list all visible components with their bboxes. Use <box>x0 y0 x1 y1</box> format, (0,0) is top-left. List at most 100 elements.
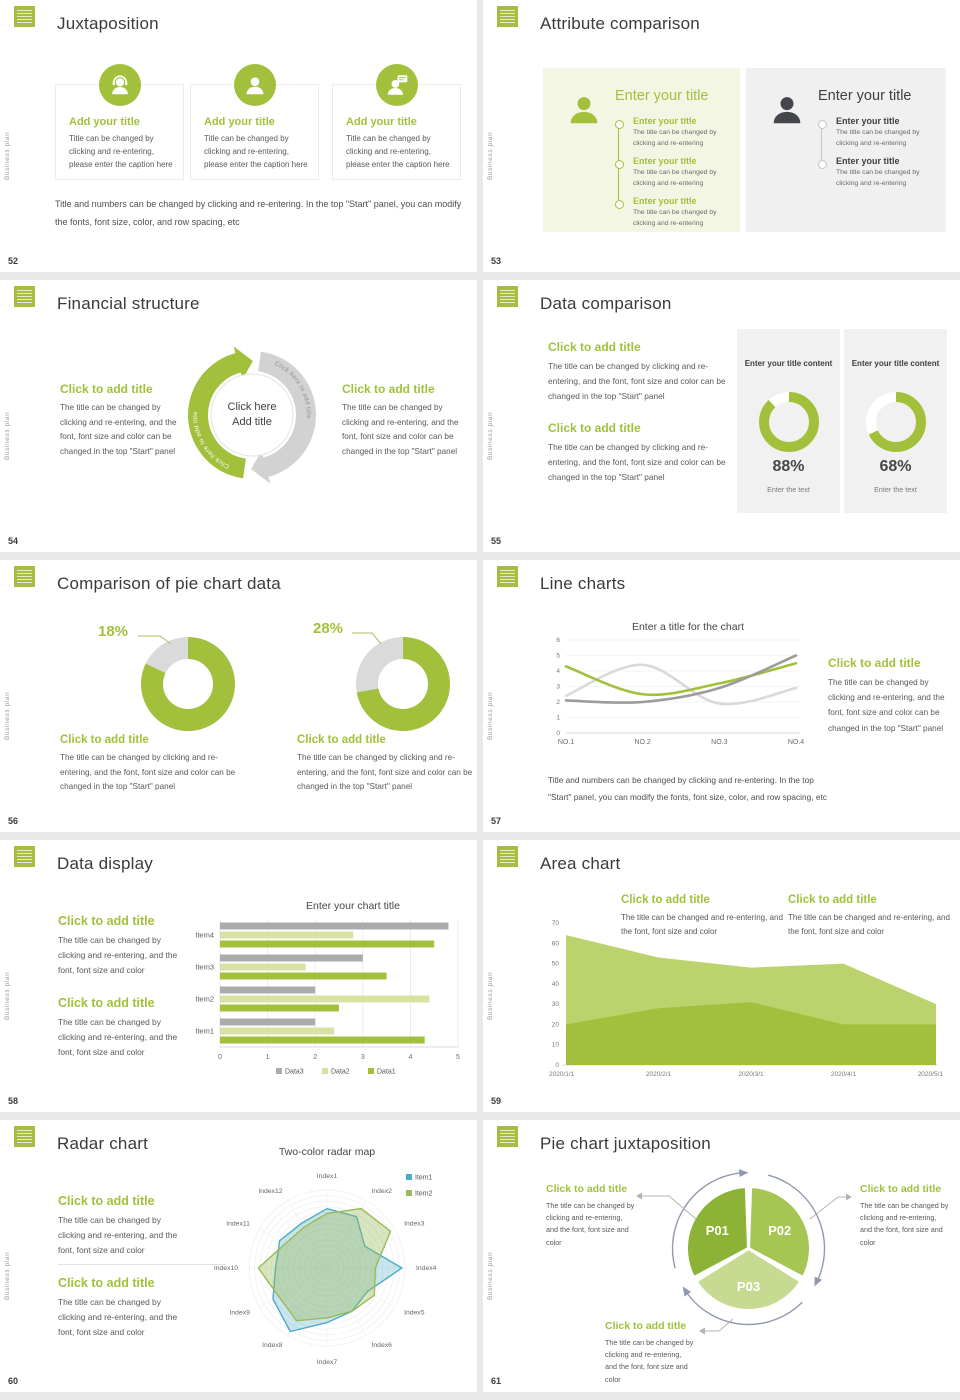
item-caption: The title can be changed by clicking and… <box>633 129 717 147</box>
page-number: 55 <box>491 536 502 546</box>
stat-caption: Enter the text <box>874 485 917 494</box>
brand-logo <box>497 566 518 587</box>
block-title: Click to add title <box>58 1194 155 1208</box>
block-caption: The title can be changed by clicking and… <box>58 1215 178 1255</box>
brand-logo <box>497 6 518 27</box>
slide-thumbnail-54[interactable]: Business plan Financial structure Click … <box>0 280 477 552</box>
text-block: Click to add title The title can be chan… <box>828 656 952 736</box>
slide-title: Juxtaposition <box>57 14 159 33</box>
block-caption: The title can be changed and re-entering… <box>788 913 950 937</box>
svg-text:P01: P01 <box>706 1223 729 1238</box>
vertical-brand-text: Business plan <box>487 1251 494 1300</box>
timeline-line <box>821 124 822 160</box>
svg-text:1: 1 <box>266 1054 270 1061</box>
feature-card: Add your title Title can be changed by c… <box>55 64 184 180</box>
slide-thumbnail-52[interactable]: Business plan Juxtaposition Add your tit… <box>0 0 477 272</box>
slide-title: Financial structure <box>57 294 200 313</box>
vertical-brand-text: Business plan <box>4 971 11 1020</box>
slide-title: Area chart <box>540 854 621 873</box>
svg-text:Item1: Item1 <box>195 1027 214 1036</box>
block-title: Click to add title <box>297 734 386 746</box>
vertical-brand-text: Business plan <box>487 971 494 1020</box>
text-block: Click to add title The title can be chan… <box>788 894 956 939</box>
svg-text:0: 0 <box>556 730 560 737</box>
svg-text:10: 10 <box>552 1042 560 1049</box>
svg-text:Item3: Item3 <box>195 963 214 972</box>
block-caption: The title can be changed by clicking and… <box>548 361 726 401</box>
card-caption: Title can be changed by clicking and re-… <box>69 134 173 170</box>
svg-text:2020/5/1: 2020/5/1 <box>918 1071 944 1078</box>
svg-text:Index10: Index10 <box>214 1265 238 1272</box>
slide-paragraph: Title and numbers can be changed by clic… <box>548 775 827 802</box>
block-caption: The title can be changed and re-entering… <box>621 913 783 937</box>
item-caption: The title can be changed by clicking and… <box>836 129 920 147</box>
timeline-bullet <box>615 200 624 209</box>
comparison-panel-right: Enter your title Enter your title The ti… <box>746 68 946 232</box>
cycle-arrow-diagram: Click here to add title Click here to add… <box>167 330 337 500</box>
svg-text:NO.2: NO.2 <box>634 739 650 746</box>
brand-logo <box>497 846 518 867</box>
cycle-center-line1: Click here <box>227 401 277 413</box>
slide-title: Data display <box>57 854 153 873</box>
line-chart: Enter a title for the chart 0 1 2 3 4 5 6 NO.1 NO… <box>538 616 828 754</box>
block-caption: The title can be changed by clicking and… <box>860 1201 949 1247</box>
svg-text:Index11: Index11 <box>226 1221 250 1228</box>
svg-text:Two-color radar map: Two-color radar map <box>279 1146 375 1158</box>
text-block: Click to add title The title can be chan… <box>60 382 186 459</box>
item-title: Enter your title <box>633 156 697 166</box>
svg-text:Index2: Index2 <box>372 1188 393 1195</box>
page-number: 61 <box>491 1376 502 1386</box>
svg-text:6: 6 <box>556 637 560 644</box>
slide-thumbnail-56[interactable]: Business plan Comparison of pie chart da… <box>0 560 477 832</box>
panel-heading: Enter your title <box>615 88 709 104</box>
brand-logo <box>497 1126 518 1147</box>
slide-thumbnail-59[interactable]: Business plan Area chart Click to add ti… <box>483 840 960 1112</box>
item-title: Enter your title <box>836 156 900 166</box>
svg-text:NO.1: NO.1 <box>558 739 574 746</box>
block-caption: The title can be changed by clicking and… <box>58 1297 178 1337</box>
svg-text:0: 0 <box>218 1054 222 1061</box>
block-title: Click to add title <box>342 382 435 396</box>
percent-label: 28% <box>313 620 344 637</box>
block-title: Click to add title <box>828 656 921 670</box>
text-block: Click to add title The title can be chan… <box>548 421 738 484</box>
slide-thumbnail-57[interactable]: Business plan Line charts Enter a title … <box>483 560 960 832</box>
svg-text:4: 4 <box>408 1054 412 1061</box>
block-caption: The title can be changed by clicking and… <box>60 753 236 792</box>
text-block: Click to add title The title can be chan… <box>546 1183 636 1249</box>
timeline-item: Enter your title The title can be change… <box>633 156 733 190</box>
text-block: Click to add title The title can be chan… <box>58 996 188 1060</box>
block-title: Click to add title <box>60 734 149 746</box>
block-caption: The title can be changed by clicking and… <box>548 442 726 482</box>
svg-text:NO.3: NO.3 <box>711 739 727 746</box>
slide-thumbnail-55[interactable]: Business plan Data comparison Click to a… <box>483 280 960 552</box>
brand-logo <box>497 286 518 307</box>
block-caption: The title can be changed by clicking and… <box>605 1338 694 1384</box>
donut-chart <box>857 383 935 461</box>
text-block: Click to add title The title can be chan… <box>58 914 188 978</box>
slide-thumbnail-60[interactable]: Business plan Radar chart Click to add t… <box>0 1120 477 1392</box>
svg-text:4: 4 <box>556 668 560 675</box>
block-caption: The title can be changed by clicking and… <box>828 678 945 733</box>
stat-card-title: Enter your title content <box>744 359 833 368</box>
page-number: 60 <box>8 1376 19 1386</box>
slide-thumbnail-61[interactable]: Business plan Pie chart juxtaposition Cl… <box>483 1120 960 1392</box>
block-title: Click to add title <box>860 1183 942 1195</box>
svg-text:Item4: Item4 <box>195 931 214 940</box>
svg-text:NO.4: NO.4 <box>788 739 804 746</box>
page-number: 56 <box>8 816 19 826</box>
support-person-icon <box>98 64 141 106</box>
stat-card: Enter your title content 88% Enter the t… <box>737 329 840 513</box>
block-title: Click to add title <box>546 1183 628 1195</box>
text-block: Click to add title The title can be chan… <box>605 1320 695 1386</box>
cycle-center-line2: Add title <box>232 415 272 428</box>
slide-title: Line charts <box>540 574 626 593</box>
slide-thumbnail-58[interactable]: Business plan Data display Click to add … <box>0 840 477 1112</box>
block-caption: The title can be changed by clicking and… <box>60 403 177 456</box>
brand-logo <box>14 1126 35 1147</box>
svg-text:Index6: Index6 <box>372 1342 393 1349</box>
svg-text:40: 40 <box>552 981 560 988</box>
pie-chart: P01 P02 P03 <box>661 1161 836 1336</box>
slide-thumbnail-53[interactable]: Business plan Attribute comparison Enter… <box>483 0 960 272</box>
